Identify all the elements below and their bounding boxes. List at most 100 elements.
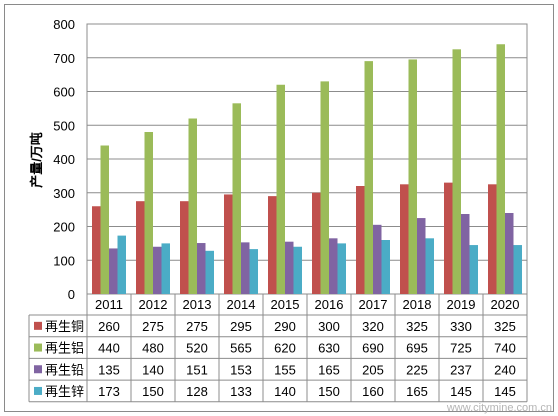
bar xyxy=(241,242,250,294)
y-tick-label: 200 xyxy=(53,220,75,235)
bar xyxy=(364,61,373,295)
data-label: 295 xyxy=(230,319,252,334)
data-label: 173 xyxy=(98,384,120,399)
data-label: 165 xyxy=(406,384,428,399)
bar xyxy=(144,132,153,294)
data-label: 330 xyxy=(450,319,472,334)
data-label: 325 xyxy=(494,319,516,334)
data-label: 440 xyxy=(98,341,120,356)
legend-swatch xyxy=(34,386,42,395)
x-tick-label: 2013 xyxy=(183,297,212,312)
bar xyxy=(469,245,478,294)
data-table: 2011 2012 2013 2014 2015 2016 2017 2018 2019 2020… xyxy=(28,294,528,403)
data-label: 150 xyxy=(142,384,164,399)
y-tick-label: 300 xyxy=(53,186,75,201)
data-label: 150 xyxy=(318,384,340,399)
x-tick-label: 2012 xyxy=(139,297,168,312)
bar xyxy=(312,192,321,294)
y-tick-label: 0 xyxy=(68,287,75,302)
bar xyxy=(320,81,329,295)
bar xyxy=(153,246,162,294)
bar xyxy=(100,145,109,294)
bar xyxy=(232,103,241,294)
x-tick-label: 2016 xyxy=(315,297,344,312)
data-label: 565 xyxy=(230,341,252,356)
bar xyxy=(513,245,522,294)
bar xyxy=(408,59,417,294)
data-label: 165 xyxy=(318,362,340,377)
y-tick-labels: 0 100 200 300 400 500 600 700 800 xyxy=(53,17,75,302)
bar xyxy=(496,44,505,294)
bar xyxy=(356,186,365,294)
y-tick-label: 600 xyxy=(53,85,75,100)
x-tick-label: 2017 xyxy=(359,297,388,312)
bar xyxy=(381,240,390,294)
data-label: 320 xyxy=(362,319,384,334)
bar xyxy=(329,238,338,294)
data-label: 275 xyxy=(186,319,208,334)
bar xyxy=(505,213,514,294)
bar xyxy=(444,182,453,295)
bar xyxy=(285,241,294,294)
data-label: 740 xyxy=(494,341,516,356)
data-label: 140 xyxy=(142,362,164,377)
bars xyxy=(92,44,522,295)
bar xyxy=(337,243,346,295)
data-label: 133 xyxy=(230,384,252,399)
bar xyxy=(92,206,101,294)
bar xyxy=(425,238,434,294)
data-label: 155 xyxy=(274,362,296,377)
x-tick-label: 2014 xyxy=(227,297,256,312)
data-label: 275 xyxy=(142,319,164,334)
bar xyxy=(276,84,285,294)
bar xyxy=(417,218,426,294)
bar xyxy=(373,224,382,294)
y-tick-label: 500 xyxy=(53,118,75,133)
bar xyxy=(197,243,206,294)
x-tick-label: 2019 xyxy=(447,297,476,312)
bar xyxy=(488,184,497,294)
bar xyxy=(180,201,189,294)
data-label: 520 xyxy=(186,341,208,356)
data-label: 225 xyxy=(406,362,428,377)
watermark: www.citymine.com.cn xyxy=(446,402,552,414)
y-tick-label: 700 xyxy=(53,51,75,66)
data-label: 151 xyxy=(186,362,208,377)
bar xyxy=(452,49,461,295)
legend-label: 再生铝 xyxy=(45,341,84,356)
data-label: 695 xyxy=(406,341,428,356)
legend-swatch xyxy=(34,365,42,374)
data-label: 325 xyxy=(406,319,428,334)
legend-label: 再生铅 xyxy=(45,362,84,377)
y-tick-label: 400 xyxy=(53,152,75,167)
y-tick-label: 800 xyxy=(53,17,75,32)
bar xyxy=(293,246,302,294)
data-label: 690 xyxy=(362,341,384,356)
bar xyxy=(109,248,118,294)
bar xyxy=(268,196,277,295)
legend-label: 再生铜 xyxy=(45,319,84,334)
bar xyxy=(461,214,470,294)
data-label: 725 xyxy=(450,341,472,356)
y-tick-label: 100 xyxy=(53,253,75,268)
bar xyxy=(188,118,197,294)
data-label: 260 xyxy=(98,319,120,334)
bar xyxy=(136,201,145,294)
data-label: 237 xyxy=(450,362,472,377)
bar xyxy=(224,194,233,294)
x-tick-label: 2018 xyxy=(403,297,432,312)
data-label: 240 xyxy=(494,362,516,377)
data-label: 480 xyxy=(142,341,164,356)
bar xyxy=(117,235,126,294)
bar xyxy=(249,249,258,294)
data-label: 300 xyxy=(318,319,340,334)
bar xyxy=(161,243,170,295)
data-label: 128 xyxy=(186,384,208,399)
x-tick-label: 2020 xyxy=(491,297,520,312)
legend-swatch xyxy=(34,321,42,330)
y-axis-label: 产量/万吨 xyxy=(29,132,44,188)
legend-label: 再生锌 xyxy=(45,384,84,399)
data-label: 620 xyxy=(274,341,296,356)
data-label: 630 xyxy=(318,341,340,356)
